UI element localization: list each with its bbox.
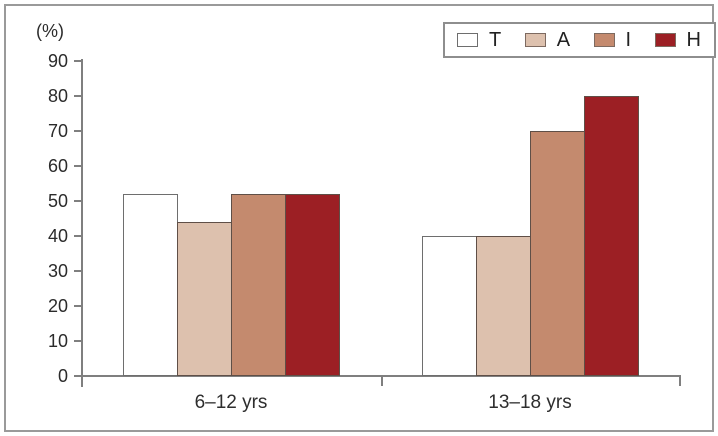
legend-swatch-A <box>524 33 546 47</box>
x-tick <box>381 377 383 386</box>
bar-T-6–12-yrs <box>123 194 178 376</box>
legend-label: A <box>556 28 571 51</box>
bar-I-6–12-yrs <box>231 194 286 376</box>
y-tick <box>74 130 82 132</box>
bar-A-6–12-yrs <box>177 222 232 376</box>
y-tick-label: 60 <box>47 156 68 176</box>
y-tick-label: 50 <box>47 191 68 211</box>
legend-swatch-I <box>593 33 615 47</box>
y-axis-unit-label: (%) <box>36 21 64 41</box>
legend-item-T: T <box>457 29 501 52</box>
legend-swatch-T <box>457 33 478 47</box>
y-tick <box>74 60 82 62</box>
bar-H-6–12-yrs <box>285 194 340 376</box>
y-tick-label: 40 <box>47 226 68 246</box>
y-tick <box>74 95 82 97</box>
legend-label: I <box>625 28 632 51</box>
y-tick <box>74 235 82 237</box>
bar-chart: (%) 0 10 20 30 40 50 60 70 80 90 6–12 yrs 13–18 yr… <box>6 6 716 430</box>
legend-item-A: A <box>524 28 571 52</box>
legend-label: H <box>686 28 701 51</box>
category-label: 13–18 yrs <box>488 392 572 413</box>
figure-frame: (%) 0 10 20 30 40 50 60 70 80 90 6–12 yrs 13–18 yr… <box>4 4 716 432</box>
x-axis <box>81 375 681 377</box>
y-tick-label: 0 <box>57 366 68 386</box>
y-tick <box>74 305 82 307</box>
legend-item-I: I <box>593 28 632 52</box>
y-tick-label: 20 <box>47 296 68 316</box>
y-tick-label: 90 <box>47 51 68 71</box>
y-tick <box>74 270 82 272</box>
bar-T-13–18-yrs <box>422 236 477 376</box>
bar-A-13–18-yrs <box>476 236 531 376</box>
y-tick <box>74 340 82 342</box>
legend-label: T <box>489 28 502 51</box>
y-axis <box>81 59 83 387</box>
x-tick <box>679 377 681 386</box>
category-label: 6–12 yrs <box>194 392 268 413</box>
y-tick <box>74 375 82 377</box>
y-tick-label: 70 <box>47 121 68 141</box>
y-tick-label: 30 <box>47 261 68 281</box>
bar-H-13–18-yrs <box>584 96 639 376</box>
y-tick <box>74 165 82 167</box>
legend-swatch-H <box>654 33 676 47</box>
y-tick-label: 10 <box>47 331 68 351</box>
legend-item-H: H <box>654 28 701 52</box>
bar-I-13–18-yrs <box>530 131 585 376</box>
y-tick-label: 80 <box>47 86 68 106</box>
y-tick <box>74 200 82 202</box>
